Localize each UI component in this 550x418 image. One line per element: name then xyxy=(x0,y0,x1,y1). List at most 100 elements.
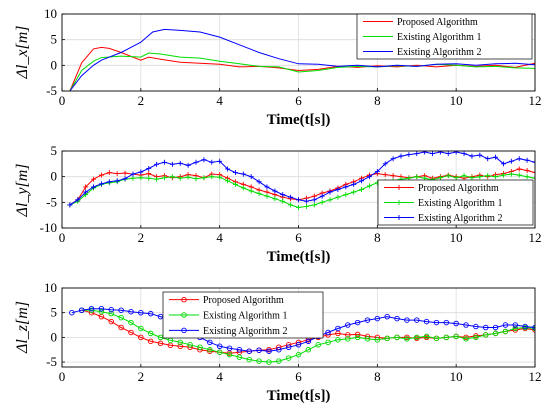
data-point xyxy=(285,355,292,361)
data-point xyxy=(354,319,361,326)
legend-item: Existing Algorithm 2 xyxy=(384,213,502,224)
legend-item: Existing Algorithm 1 xyxy=(363,32,481,43)
data-point xyxy=(345,332,351,338)
legend-label: Proposed Algorithm xyxy=(397,17,478,28)
data-point xyxy=(177,339,183,346)
data-point xyxy=(485,156,491,162)
y-tick-label: 5 xyxy=(51,143,58,158)
chart-panel-3: 0 2 4 6 8 10 12-50510Time(t[s])Δl_z[m]Proposed… xyxy=(14,280,542,404)
data-point xyxy=(374,169,380,175)
data-point xyxy=(325,329,331,336)
data-point xyxy=(374,315,381,322)
data-point xyxy=(226,345,233,351)
data-point xyxy=(236,354,243,360)
data-point xyxy=(98,308,105,315)
data-point xyxy=(83,189,89,195)
data-point xyxy=(248,174,254,180)
data-point xyxy=(185,174,191,180)
x-tick-label: 2 xyxy=(138,369,145,384)
data-point xyxy=(469,175,475,181)
data-point xyxy=(351,181,357,187)
data-point xyxy=(128,308,134,315)
data-point xyxy=(216,343,223,350)
data-point xyxy=(382,172,388,178)
data-point xyxy=(430,151,436,157)
data-point xyxy=(232,181,238,187)
data-point xyxy=(128,329,134,336)
legend-label: Proposed Algorithm xyxy=(418,183,499,194)
data-point xyxy=(128,319,134,326)
data-point xyxy=(374,337,381,343)
data-point xyxy=(106,170,112,176)
data-point xyxy=(98,172,104,178)
data-point xyxy=(114,178,120,184)
data-point xyxy=(69,309,75,316)
legend-marker xyxy=(181,327,187,334)
series-line xyxy=(81,309,535,363)
x-tick-label: 0 xyxy=(59,230,66,245)
data-point xyxy=(138,334,144,341)
data-point xyxy=(492,330,499,337)
data-point xyxy=(266,348,272,354)
data-point xyxy=(390,173,396,179)
x-axis-label: Time(t[s]) xyxy=(267,112,331,128)
data-point xyxy=(394,315,400,322)
data-point xyxy=(187,342,193,348)
data-point xyxy=(209,174,215,180)
data-point xyxy=(390,156,396,162)
x-tick-label: 0 xyxy=(59,369,66,384)
chart-panel-2: 0 2 4 6 8 10 12 -10 -5 0 5 Time(t[s]) Δl_y[m] Propose… xyxy=(14,143,542,265)
legend-label: Existing Algorithm 2 xyxy=(418,213,502,224)
x-tick-label: 12 xyxy=(529,369,542,384)
data-point xyxy=(482,324,489,331)
series-2 xyxy=(69,52,535,91)
data-point xyxy=(118,314,124,321)
data-point xyxy=(264,193,270,199)
legend-marker xyxy=(396,200,402,205)
data-point xyxy=(272,196,278,202)
data-point xyxy=(305,338,312,345)
data-point xyxy=(303,203,309,209)
legend-label: Existing Algorithm 1 xyxy=(418,198,502,209)
data-point xyxy=(78,307,85,313)
legend-label: Existing Algorithm 1 xyxy=(397,32,481,43)
data-point xyxy=(437,151,443,155)
data-point xyxy=(473,323,479,330)
x-tick-label: 8 xyxy=(374,93,381,108)
data-point xyxy=(445,173,451,179)
data-point xyxy=(311,197,317,203)
legend-item: Existing Algorithm 2 xyxy=(363,47,481,58)
data-point xyxy=(118,324,124,331)
data-point xyxy=(295,351,302,358)
data-point xyxy=(477,174,483,180)
data-point xyxy=(138,175,144,181)
data-point xyxy=(67,202,73,208)
data-point xyxy=(493,174,499,180)
data-point xyxy=(264,184,270,190)
series-3 xyxy=(69,305,535,354)
legend-label: Existing Algorithm 2 xyxy=(203,326,287,337)
legend-item: Existing Algorithm 1 xyxy=(169,311,287,322)
data-point xyxy=(354,334,361,341)
series-2 xyxy=(67,171,535,210)
data-point xyxy=(147,310,154,317)
data-point xyxy=(524,157,530,163)
data-point xyxy=(295,342,302,348)
data-point xyxy=(75,197,81,203)
y-tick-label: 5 xyxy=(51,305,58,320)
data-point xyxy=(246,356,252,363)
data-point xyxy=(423,333,430,340)
data-point xyxy=(280,192,286,198)
data-point xyxy=(524,174,530,180)
data-point xyxy=(169,174,175,180)
data-point xyxy=(443,319,450,326)
data-point xyxy=(147,338,154,345)
data-point xyxy=(185,162,191,168)
y-tick-label: 0 xyxy=(51,57,58,72)
data-point xyxy=(492,324,499,331)
x-tick-label: 2 xyxy=(138,230,145,245)
data-point xyxy=(246,348,252,354)
data-point xyxy=(512,325,519,332)
data-point xyxy=(404,317,410,323)
